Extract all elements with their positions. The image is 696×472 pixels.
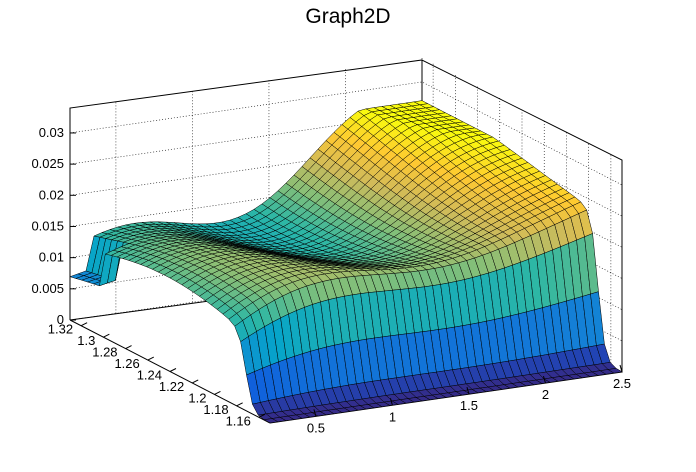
- x-tick: [542, 375, 546, 384]
- y-tick-label: 1.32: [48, 322, 73, 337]
- z-tick-label: 0: [57, 312, 64, 327]
- x-tick-label: 1: [389, 409, 396, 424]
- z-tick-label: 0.015: [31, 218, 64, 233]
- x-tick: [313, 409, 317, 417]
- x-tick-label: 0.5: [307, 420, 325, 435]
- y-tick-label: 1.28: [92, 345, 117, 360]
- y-tick: [147, 356, 155, 361]
- y-tick: [214, 390, 221, 395]
- y-tick-label: 1.24: [137, 368, 162, 383]
- x-tick-label: 2: [542, 387, 549, 402]
- y-tick-label: 1.18: [203, 402, 228, 417]
- y-tick: [258, 413, 266, 418]
- y-tick: [103, 333, 110, 338]
- axis-ticks: 0 0.005 0.01 0.015 0.02 0.025 0.03 1.161.181.2 1…: [31, 125, 631, 435]
- y-tick-label: 1.3: [77, 333, 95, 348]
- y-tick: [169, 368, 177, 372]
- y-tick: [191, 379, 199, 384]
- y-tick-label: 1.2: [188, 390, 206, 405]
- x-tick: [466, 387, 470, 395]
- z-tick-label: 0.01: [39, 250, 64, 265]
- x-tick: [389, 398, 393, 406]
- z-tick-label: 0.02: [39, 187, 64, 202]
- x-tick-label: 1.5: [460, 398, 478, 413]
- surface-mesh: [69, 100, 623, 424]
- x-tick-label: 2.5: [613, 376, 631, 391]
- z-tick-label: 0.005: [31, 281, 64, 296]
- y-tick-label: 1.26: [114, 356, 139, 371]
- surface-cell: [607, 368, 623, 374]
- chart-title: Graph2D: [305, 5, 391, 28]
- y-tick-label: 1.22: [159, 379, 184, 394]
- y-tick: [236, 402, 243, 407]
- z-tick-label: 0.03: [39, 125, 64, 140]
- y-tick-label: 1.16: [226, 413, 251, 428]
- z-tick-label: 0.025: [31, 156, 64, 171]
- y-tick: [125, 345, 132, 350]
- x-tick: [619, 364, 623, 373]
- y-tick: [80, 322, 88, 327]
